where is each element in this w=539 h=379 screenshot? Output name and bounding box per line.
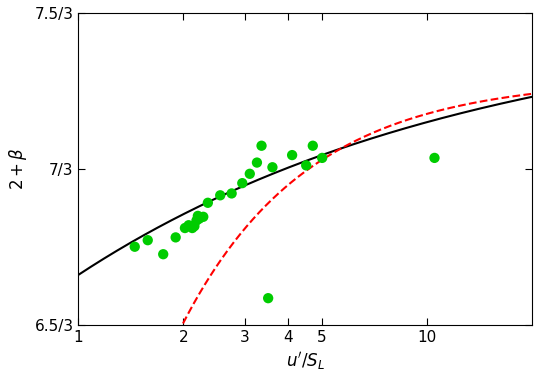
Point	[194, 213, 202, 219]
Point	[257, 143, 266, 149]
Point	[159, 251, 168, 257]
Point	[199, 214, 208, 220]
Point	[430, 155, 439, 161]
Point	[288, 152, 296, 158]
Point	[143, 237, 152, 243]
Y-axis label: $2 + \beta$: $2 + \beta$	[7, 147, 29, 190]
Point	[238, 180, 246, 186]
X-axis label: $u'/S_L$: $u'/S_L$	[286, 350, 325, 372]
Point	[227, 190, 236, 196]
Point	[302, 162, 310, 168]
Point	[186, 223, 195, 229]
Point	[130, 244, 139, 250]
Point	[171, 234, 180, 240]
Point	[184, 222, 193, 228]
Point	[181, 225, 189, 231]
Point	[264, 295, 273, 301]
Point	[190, 223, 199, 229]
Point	[268, 164, 277, 170]
Point	[318, 155, 327, 161]
Point	[188, 225, 197, 231]
Point	[253, 160, 261, 166]
Point	[204, 200, 212, 206]
Point	[216, 192, 225, 198]
Point	[308, 143, 317, 149]
Point	[245, 171, 254, 177]
Point	[195, 216, 204, 222]
Point	[192, 218, 201, 224]
